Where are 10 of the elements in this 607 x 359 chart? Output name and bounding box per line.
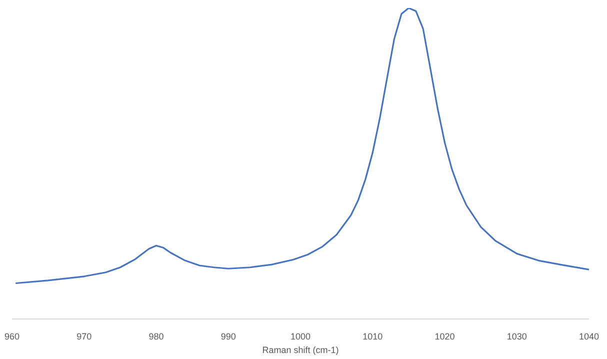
x-axis-title: Raman shift (cm-1): [262, 345, 339, 355]
x-tick-label: 1020: [434, 331, 455, 342]
x-tick-label: 1040: [578, 331, 600, 342]
x-tick-label: 1030: [506, 331, 527, 342]
x-tick-label: 1000: [290, 331, 311, 342]
x-tick-label: 980: [148, 331, 164, 342]
x-tick-label: 990: [220, 331, 236, 342]
x-tick-label: 1010: [362, 331, 383, 342]
x-tick-label: 970: [76, 331, 92, 342]
x-tick-label: 960: [4, 331, 20, 342]
